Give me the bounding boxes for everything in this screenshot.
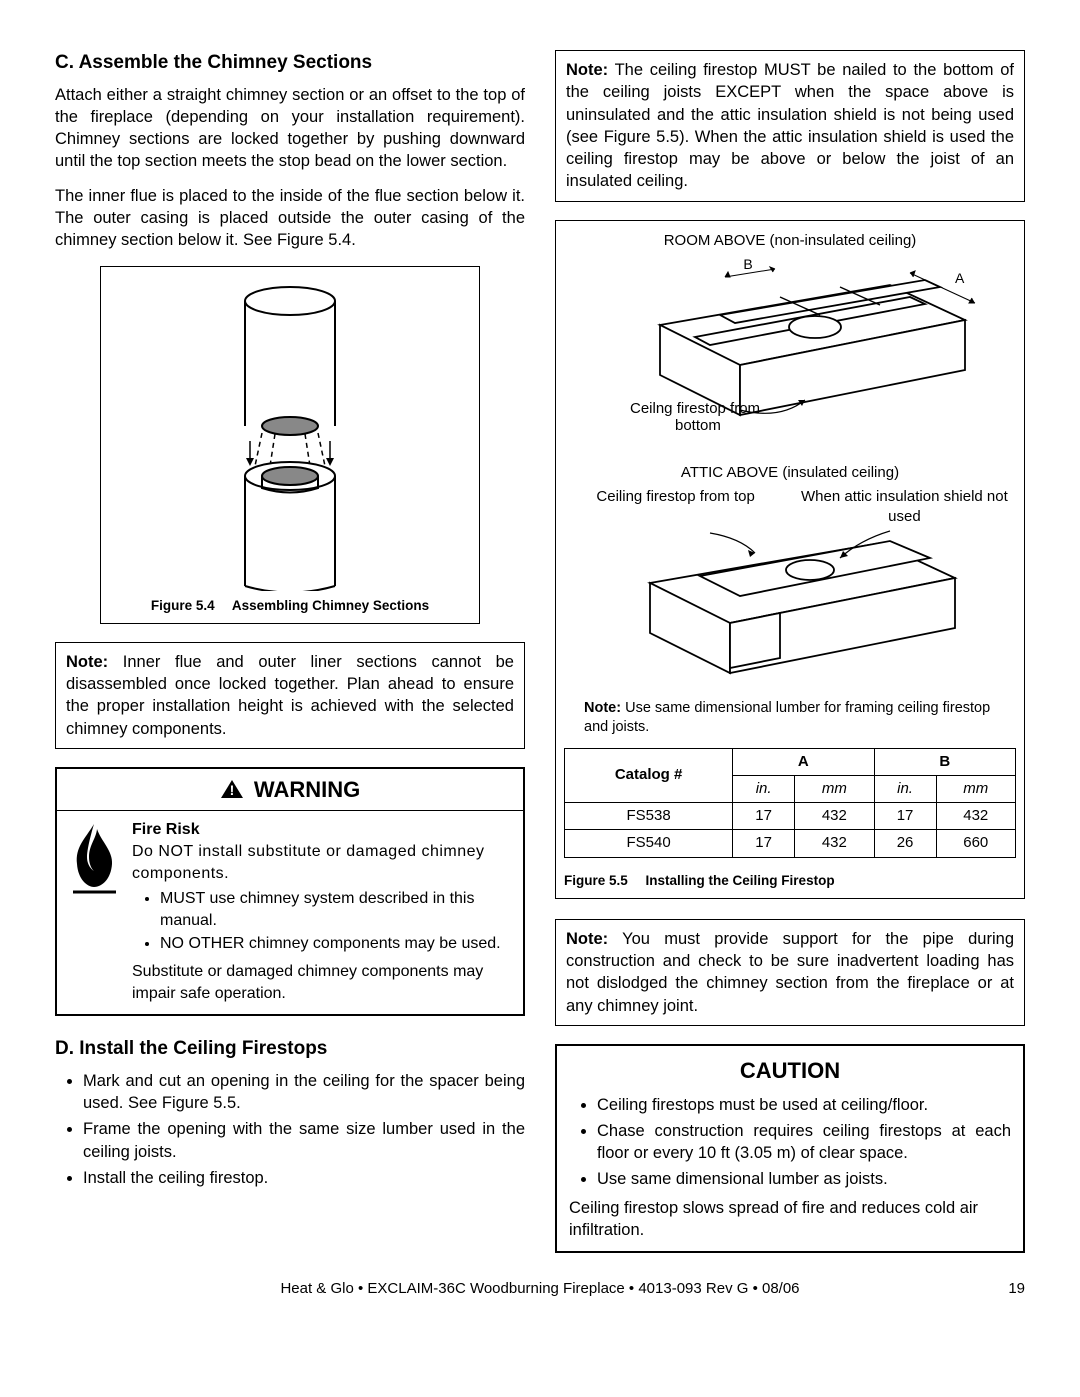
warning-box: ! WARNING Fire Risk Do NOT install subst… <box>55 767 525 1016</box>
note3-text: You must provide support for the pipe du… <box>566 930 1014 1015</box>
diag2-label-right: When attic insulation shield not used <box>799 487 1010 528</box>
c-li1: Ceiling firestops must be used at ceilin… <box>597 1094 1011 1116</box>
diag2-label-left: Ceiling firestop from top <box>570 487 781 528</box>
heading-d: D. Install the Ceiling Firestops <box>55 1036 525 1062</box>
d-li3: Install the ceiling firestop. <box>83 1167 525 1189</box>
firestop-diagram-2 <box>580 528 1000 693</box>
note1-bold: Note: <box>66 653 108 671</box>
warn-li2: NO OTHER chimney components may be used. <box>160 933 513 955</box>
note1-text: Inner flue and outer liner sections cann… <box>66 653 514 738</box>
heading-c: C. Assemble the Chimney Sections <box>55 50 525 76</box>
page-number: 19 <box>1008 1279 1025 1299</box>
footer-text: Heat & Glo • EXCLAIM-36C Woodburning Fir… <box>280 1280 799 1297</box>
svg-text:!: ! <box>229 782 234 798</box>
diag2-title: ATTIC ABOVE (insulated ceiling) <box>564 463 1016 483</box>
note-box-3: Note: You must provide support for the p… <box>555 919 1025 1026</box>
note-box-2: Note: The ceiling firestop MUST be naile… <box>555 50 1025 202</box>
diag1-title: ROOM ABOVE (non-insulated ceiling) <box>564 231 1016 251</box>
th-a: A <box>733 748 874 775</box>
table-row: FS5401743226660 <box>565 830 1016 857</box>
warn-subtitle: Fire Risk <box>132 819 513 841</box>
tbl-note-text: Use same dimensional lumber for framing … <box>584 700 990 736</box>
d-li2: Frame the opening with the same size lum… <box>83 1118 525 1163</box>
warn-p2: Substitute or damaged chimney components… <box>132 961 513 1004</box>
fig54-title: Assembling Chimney Sections <box>232 598 429 613</box>
caution-title: CAUTION <box>569 1056 1011 1086</box>
warning-triangle-icon: ! <box>220 779 244 799</box>
note3-bold: Note: <box>566 930 608 948</box>
note2-text: The ceiling firestop MUST be nailed to t… <box>566 61 1014 190</box>
fig55-num: Figure 5.5 <box>564 873 628 888</box>
warn-p1: Do NOT install substitute or damaged chi… <box>132 841 513 884</box>
th-a-in: in. <box>733 775 795 802</box>
caution-box: CAUTION Ceiling firestops must be used a… <box>555 1044 1025 1253</box>
flame-icon <box>67 819 122 1004</box>
chimney-diagram <box>200 281 380 591</box>
dimension-table: Catalog # A B in. mm in. mm FS5381743217… <box>564 748 1016 858</box>
warn-li1: MUST use chimney system described in thi… <box>160 888 513 931</box>
page-footer: Heat & Glo • EXCLAIM-36C Woodburning Fir… <box>55 1279 1025 1299</box>
th-catalog: Catalog # <box>565 748 733 803</box>
c-li3: Use same dimensional lumber as joists. <box>597 1168 1011 1190</box>
note-box-1: Note: Inner flue and outer liner section… <box>55 642 525 749</box>
firestop-diagram-1: B A Ceilng firestop from bottom <box>580 255 1000 445</box>
th-b-in: in. <box>874 775 936 802</box>
figure-5-5: ROOM ABOVE (non-insulated ceiling) B <box>555 220 1025 899</box>
caution-p: Ceiling firestop slows spread of fire an… <box>569 1197 1011 1242</box>
fig55-title: Installing the Ceiling Firestop <box>646 873 835 888</box>
para-c2: The inner flue is placed to the inside o… <box>55 185 525 252</box>
warning-title: WARNING <box>254 777 360 802</box>
table-row: FS5381743217432 <box>565 803 1016 830</box>
th-b-mm: mm <box>936 775 1015 802</box>
tbl-note-bold: Note: <box>584 700 621 716</box>
c-li2: Chase construction requires ceiling fire… <box>597 1120 1011 1165</box>
d-li1: Mark and cut an opening in the ceiling f… <box>83 1070 525 1115</box>
svg-text:A: A <box>955 270 965 286</box>
th-a-mm: mm <box>795 775 874 802</box>
figure-5-4: Figure 5.4 Assembling Chimney Sections <box>100 266 480 624</box>
svg-text:B: B <box>743 256 752 272</box>
th-b: B <box>874 748 1015 775</box>
para-c1: Attach either a straight chimney section… <box>55 84 525 173</box>
fig54-num: Figure 5.4 <box>151 598 215 613</box>
svg-text:Ceilng firestop from: Ceilng firestop from <box>630 400 760 417</box>
note2-bold: Note: <box>566 61 608 79</box>
svg-text:bottom: bottom <box>675 417 721 434</box>
